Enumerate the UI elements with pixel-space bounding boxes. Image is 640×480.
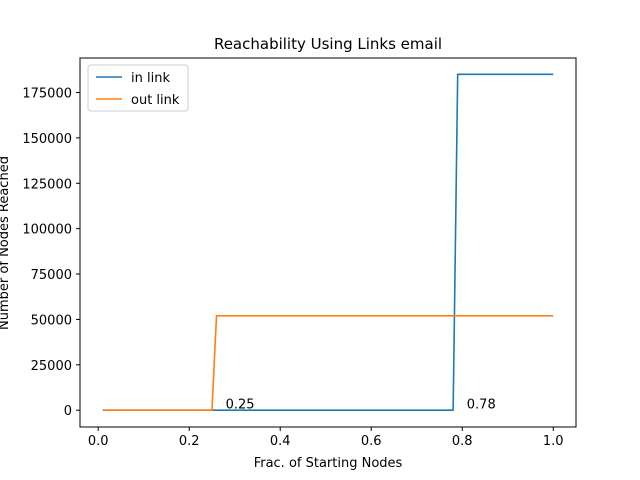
chart-title: Reachability Using Links email [214, 35, 442, 53]
annotation-layer: 0.25 0.78 [226, 397, 496, 412]
plot-background [80, 58, 576, 427]
y-tick-label: 0 [64, 404, 72, 419]
y-tick-label: 100000 [22, 223, 72, 238]
legend: in link out link [87, 64, 189, 112]
x-tick-label: 0.0 [88, 434, 109, 449]
axes-frame [79, 57, 577, 428]
y-tick-label: 50000 [31, 313, 72, 328]
y-axis-label: Number of Nodes Reached [0, 156, 12, 330]
x-tick-label: 0.6 [361, 434, 382, 449]
y-tick-label: 25000 [31, 359, 72, 374]
plot-area [80, 58, 576, 427]
y-tick-label: 150000 [22, 132, 72, 147]
annotation-1: 0.78 [467, 397, 496, 412]
series-layer [102, 73, 554, 412]
series-line-in-link [102, 73, 554, 412]
y-tick-label: 175000 [22, 86, 72, 101]
x-tick-label: 1.0 [543, 434, 564, 449]
x-tick-label: 0.2 [179, 434, 200, 449]
x-tick-label: 0.4 [270, 434, 291, 449]
annotation-0: 0.25 [226, 397, 255, 412]
legend-label: in link [131, 71, 170, 86]
series-line-out-link [102, 314, 554, 412]
axes-layer: 0.0 0.2 0.4 0.6 0.8 1.0 0 25000 50000 75000 100000… [22, 57, 577, 449]
legend-label: out link [131, 93, 180, 108]
x-tick-label: 0.8 [452, 434, 473, 449]
x-axis-label: Frac. of Starting Nodes [254, 456, 403, 471]
y-tick-label: 75000 [31, 268, 72, 283]
y-tick-label: 125000 [22, 177, 72, 192]
